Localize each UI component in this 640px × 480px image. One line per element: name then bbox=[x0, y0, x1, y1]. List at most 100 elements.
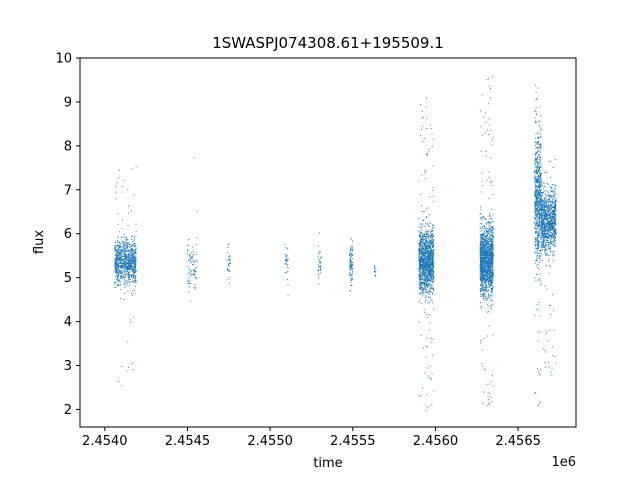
chart-title: 1SWASPJ074308.61+195509.1 bbox=[212, 34, 444, 52]
data-point bbox=[427, 270, 429, 272]
data-point bbox=[425, 241, 427, 243]
data-point bbox=[189, 254, 191, 256]
data-point bbox=[487, 244, 489, 246]
data-point bbox=[536, 143, 538, 145]
data-point bbox=[135, 258, 137, 260]
data-point bbox=[429, 253, 431, 255]
data-point bbox=[536, 180, 538, 182]
data-point bbox=[540, 173, 542, 175]
data-point bbox=[492, 266, 494, 268]
data-point bbox=[540, 204, 542, 206]
data-point bbox=[420, 257, 422, 259]
data-point bbox=[482, 294, 484, 296]
data-point bbox=[491, 257, 493, 259]
data-point bbox=[492, 194, 494, 196]
data-point bbox=[352, 248, 354, 250]
data-point bbox=[285, 258, 287, 260]
data-point bbox=[488, 249, 490, 251]
data-point bbox=[534, 213, 536, 215]
data-point bbox=[424, 169, 426, 171]
data-point bbox=[484, 244, 486, 246]
data-point bbox=[114, 263, 116, 265]
data-point bbox=[229, 276, 231, 278]
data-point bbox=[485, 290, 487, 292]
data-point bbox=[120, 267, 122, 269]
data-point bbox=[132, 262, 134, 264]
data-point bbox=[422, 252, 424, 254]
data-point bbox=[421, 274, 423, 276]
data-point bbox=[123, 244, 125, 246]
data-point bbox=[429, 270, 431, 272]
data-point bbox=[120, 243, 122, 245]
data-point bbox=[491, 181, 493, 183]
data-point bbox=[116, 278, 118, 280]
data-point bbox=[422, 286, 424, 288]
data-point bbox=[492, 228, 494, 230]
data-point bbox=[428, 263, 430, 265]
data-point bbox=[125, 246, 127, 248]
data-point bbox=[484, 270, 486, 272]
data-point bbox=[491, 250, 493, 252]
data-point bbox=[420, 262, 422, 264]
data-point bbox=[537, 215, 539, 217]
data-point bbox=[427, 277, 429, 279]
data-point bbox=[483, 227, 485, 229]
data-point bbox=[431, 269, 433, 271]
data-point bbox=[483, 276, 485, 278]
data-point bbox=[537, 206, 539, 208]
data-point bbox=[485, 242, 487, 244]
data-point bbox=[537, 200, 539, 202]
data-point bbox=[535, 196, 537, 198]
data-point bbox=[134, 292, 136, 294]
data-point bbox=[421, 257, 423, 259]
data-point bbox=[432, 278, 434, 280]
data-point bbox=[129, 259, 131, 261]
data-point bbox=[119, 261, 121, 263]
data-point bbox=[126, 247, 128, 249]
data-point bbox=[117, 235, 119, 237]
data-point bbox=[130, 257, 132, 259]
data-point bbox=[431, 285, 433, 287]
data-point bbox=[121, 277, 123, 279]
data-point bbox=[534, 84, 536, 86]
data-point bbox=[123, 262, 125, 264]
data-point bbox=[536, 240, 538, 242]
data-point bbox=[538, 163, 540, 165]
data-point bbox=[424, 288, 426, 290]
data-point bbox=[133, 267, 135, 269]
data-point bbox=[129, 261, 131, 263]
data-point bbox=[538, 174, 540, 176]
data-point bbox=[486, 303, 488, 305]
data-point bbox=[550, 197, 552, 199]
data-point bbox=[535, 114, 537, 116]
data-point bbox=[120, 265, 122, 267]
data-point bbox=[419, 263, 421, 265]
data-point bbox=[423, 265, 425, 267]
data-point bbox=[540, 200, 542, 202]
data-point bbox=[128, 255, 130, 257]
data-point bbox=[537, 245, 539, 247]
data-point bbox=[548, 201, 550, 203]
data-point bbox=[115, 269, 117, 271]
data-point bbox=[538, 131, 540, 133]
data-point bbox=[317, 269, 319, 271]
data-point bbox=[489, 280, 491, 282]
data-point bbox=[129, 270, 131, 272]
data-point bbox=[419, 263, 421, 265]
data-point bbox=[419, 284, 421, 286]
data-point bbox=[425, 256, 427, 258]
data-point bbox=[552, 191, 554, 193]
data-point bbox=[543, 216, 545, 218]
data-point bbox=[537, 208, 539, 210]
data-point bbox=[433, 201, 435, 203]
data-point bbox=[485, 271, 487, 273]
data-point bbox=[122, 262, 124, 264]
data-point bbox=[128, 256, 130, 258]
data-point bbox=[534, 117, 536, 119]
data-point bbox=[425, 251, 427, 253]
data-point bbox=[423, 257, 425, 259]
data-point bbox=[488, 171, 490, 173]
data-point bbox=[429, 282, 431, 284]
data-point bbox=[481, 265, 483, 267]
data-point bbox=[480, 271, 482, 273]
